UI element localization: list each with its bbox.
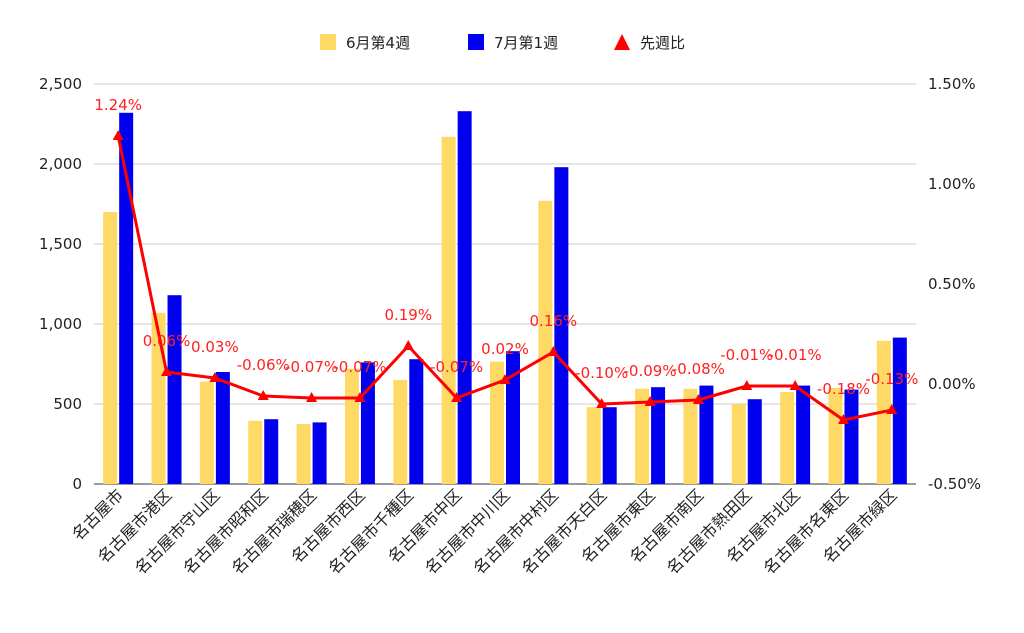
bar-series xyxy=(103,111,907,485)
bar-july-week1 xyxy=(699,385,714,484)
y-right-tick-label: -0.50% xyxy=(928,475,981,493)
bar-july-week1 xyxy=(844,389,859,484)
y-left-tick-label: 1,000 xyxy=(39,315,82,333)
legend: 6月第4週 7月第1週 先週比 xyxy=(320,34,685,52)
y-right-tick-label: 1.00% xyxy=(928,175,976,193)
weekly-change-point xyxy=(354,392,366,402)
weekly-change-label: 0.02% xyxy=(481,340,529,358)
weekly-change-point xyxy=(402,340,414,350)
legend-label: 先週比 xyxy=(640,34,685,52)
legend-swatch xyxy=(320,34,336,50)
weekly-change-point xyxy=(499,374,511,384)
x-category-label: 名古屋市天白区 xyxy=(518,485,611,578)
bar-july-week1 xyxy=(747,399,762,484)
weekly-change-point xyxy=(837,414,849,424)
bar-july-week1 xyxy=(312,422,327,484)
bar-june-week4 xyxy=(780,392,795,484)
weekly-change-point xyxy=(451,392,463,402)
legend-label: 6月第4週 xyxy=(346,34,410,52)
legend-label: 7月第1週 xyxy=(494,34,558,52)
legend-swatch xyxy=(468,34,484,50)
weekly-change-point xyxy=(161,366,173,376)
bar-june-week4 xyxy=(828,388,843,484)
weekly-change-label: -0.06% xyxy=(237,356,290,374)
y-left-tick-label: 500 xyxy=(53,395,82,413)
bar-june-week4 xyxy=(393,380,408,484)
bar-july-week1 xyxy=(215,372,230,484)
bar-june-week4 xyxy=(441,136,456,485)
x-category-label: 名古屋市中川区 xyxy=(421,485,514,578)
bar-july-week1 xyxy=(554,167,569,484)
bar-july-week1 xyxy=(119,112,134,485)
line-data-labels: 1.24%0.06% 0.03%-0.06%-0.07%-0.07%0.19%-0… xyxy=(94,96,918,398)
bar-june-week4 xyxy=(538,200,553,485)
weekly-change-label: -0.09% xyxy=(624,362,677,380)
weekly-change-point xyxy=(547,346,559,356)
weekly-change-point xyxy=(596,398,608,408)
y-left-tick-label: 1,500 xyxy=(39,235,82,253)
weekly-change-point xyxy=(644,396,656,406)
weekly-change-point xyxy=(306,392,318,402)
weekly-change-label: 1.24% xyxy=(94,96,142,114)
x-category-label: 名古屋市中村区 xyxy=(470,485,563,578)
weekly-change-point xyxy=(257,390,269,400)
bar-june-week4 xyxy=(683,388,698,484)
bar-june-week4 xyxy=(199,381,214,484)
y-right-tick-label: 1.50% xyxy=(928,75,976,93)
weekly-change-point xyxy=(112,130,124,140)
weekly-change-point xyxy=(789,380,801,390)
bar-july-week1 xyxy=(796,385,811,484)
line-series xyxy=(112,130,898,424)
bar-july-week1 xyxy=(409,359,424,484)
weekly-change-point xyxy=(741,380,753,390)
bar-june-week4 xyxy=(344,368,359,484)
bar-july-week1 xyxy=(360,362,375,484)
legend-swatch xyxy=(614,34,630,50)
y-right-tick-label: 0.00% xyxy=(928,375,976,393)
gridlines xyxy=(94,83,916,485)
y-left-tick-label: 2,000 xyxy=(39,155,82,173)
x-category-label: 名古屋市瑞穂区 xyxy=(228,485,321,578)
y-right-tick-label: 0.50% xyxy=(928,275,976,293)
weekly-change-label: -0.01% xyxy=(720,346,773,364)
weekly-change-label: -0.18% xyxy=(817,380,870,398)
bar-june-week4 xyxy=(103,212,118,484)
weekly-change-label: 0.16% xyxy=(530,312,578,330)
weekly-change-label: -0.08% xyxy=(672,360,725,378)
bar-july-week1 xyxy=(167,295,182,484)
x-category-label: 名古屋市守山区 xyxy=(131,485,224,578)
weekly-change-label: 0.19% xyxy=(384,306,432,324)
x-category-label: 名古屋市熱田区 xyxy=(663,485,756,578)
bar-june-week4 xyxy=(635,388,650,484)
bar-june-week4 xyxy=(248,420,263,484)
weekly-change-label: 0.03% xyxy=(191,338,239,356)
bar-june-week4 xyxy=(490,361,504,484)
bar-june-week4 xyxy=(731,404,746,484)
bar-july-week1 xyxy=(651,387,666,484)
bar-july-week1 xyxy=(264,419,279,484)
bar-july-week1 xyxy=(602,407,617,484)
weekly-change-label: -0.01% xyxy=(769,346,822,364)
bar-june-week4 xyxy=(586,407,601,484)
bar-july-week1 xyxy=(506,351,520,484)
weekly-change-label: -0.07% xyxy=(285,358,338,376)
y-left-tick-label: 2,500 xyxy=(39,75,82,93)
weekly-change-point xyxy=(209,372,221,382)
weekly-change-label: -0.10% xyxy=(575,364,628,382)
x-category-label: 名古屋市千種区 xyxy=(324,485,417,578)
weekly-change-point xyxy=(692,394,704,404)
x-category-label: 名古屋市昭和区 xyxy=(179,485,272,578)
weekly-change-label: -0.07% xyxy=(333,358,386,376)
bar-july-week1 xyxy=(457,111,472,484)
x-category-label: 名古屋市名東区 xyxy=(760,485,853,578)
weekly-change-point xyxy=(886,404,898,414)
weekly-change-label: 0.06% xyxy=(143,332,191,350)
weekly-change-label: -0.07% xyxy=(430,358,483,376)
bar-july-week1 xyxy=(892,337,907,484)
y-left-tick-label: 0 xyxy=(72,475,82,493)
bar-june-week4 xyxy=(296,424,311,484)
weekly-change-label: -0.13% xyxy=(865,370,918,388)
